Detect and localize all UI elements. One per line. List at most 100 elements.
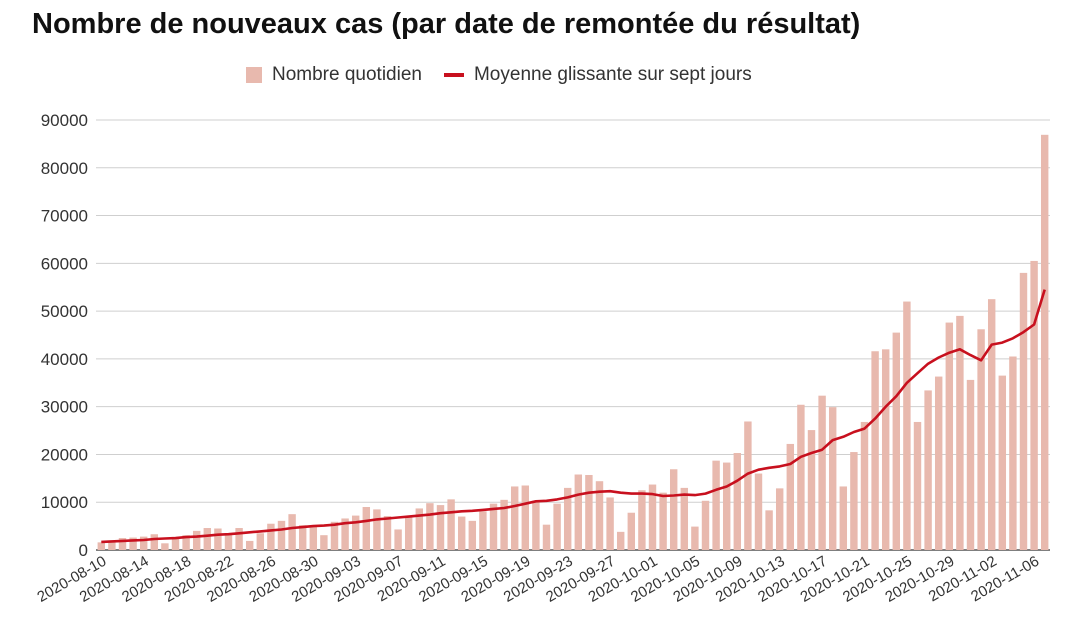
bar [860, 421, 869, 550]
bar [277, 520, 286, 550]
legend-swatch-daily [246, 67, 262, 83]
bar [966, 379, 975, 550]
bar [839, 486, 848, 550]
bar [701, 500, 710, 550]
bar [426, 503, 434, 550]
bar [500, 499, 508, 550]
line-average [101, 289, 1046, 544]
bar [1009, 356, 1017, 550]
bar [903, 301, 911, 550]
y-tick-label: 0 [79, 541, 88, 560]
y-tick-label: 90000 [41, 111, 88, 130]
bar [150, 534, 159, 550]
bar [850, 452, 858, 550]
bar [807, 430, 816, 550]
bar [404, 516, 413, 550]
bar [139, 536, 148, 550]
bar [373, 509, 381, 550]
y-axis-ticks: 0 10000 20000 30000 40000 50000 60000 70000 8000… [41, 111, 88, 560]
bar [987, 299, 996, 550]
bar [563, 487, 572, 550]
bar [797, 404, 805, 550]
bar [744, 421, 752, 550]
legend-swatch-average [443, 73, 464, 77]
bar [224, 533, 233, 550]
y-tick-label: 20000 [41, 445, 88, 464]
bar [892, 332, 901, 550]
bar [192, 530, 201, 550]
bar [998, 375, 1007, 550]
chart-title: Nombre de nouveaux cas (par date de remo… [32, 8, 861, 40]
bar [235, 528, 243, 550]
bar [786, 443, 795, 550]
average-line [101, 289, 1046, 544]
bar [171, 539, 180, 550]
bar [871, 351, 879, 550]
legend-label-daily: Nombre quotidien [272, 64, 422, 85]
bar [616, 531, 625, 550]
bar [457, 516, 466, 550]
bar [574, 474, 583, 550]
bar [383, 516, 392, 550]
y-tick-label: 70000 [41, 207, 88, 226]
bar [595, 481, 604, 550]
bar [97, 542, 106, 550]
y-tick-label: 50000 [41, 302, 88, 321]
chart-legend: Nombre quotidien Moyenne glissante sur s… [246, 62, 774, 88]
bar [542, 524, 551, 550]
gridlines [96, 119, 1050, 551]
bar [161, 543, 169, 550]
bar [775, 488, 784, 550]
bar [680, 487, 689, 550]
legend-label-average: Moyenne glissante sur sept jours [473, 64, 752, 85]
bar [913, 421, 922, 550]
bar [351, 515, 360, 550]
bar [267, 523, 275, 550]
bar [118, 538, 127, 550]
bar [468, 520, 477, 550]
bar [712, 460, 720, 550]
bar [479, 511, 487, 550]
bar [818, 395, 826, 550]
bar [945, 322, 954, 550]
bar [256, 533, 265, 550]
legend-item-daily: Nombre quotidien [246, 64, 422, 86]
y-tick-label: 30000 [41, 398, 88, 417]
bar [298, 525, 307, 550]
bar [585, 474, 593, 550]
bar [330, 521, 339, 550]
y-tick-label: 60000 [41, 254, 88, 273]
bar [638, 490, 646, 550]
bar [1040, 134, 1049, 551]
bar [754, 473, 763, 550]
bar [828, 407, 837, 550]
bar [553, 503, 561, 550]
bar [532, 500, 540, 550]
bar [722, 462, 731, 550]
bar [691, 526, 699, 550]
bar [288, 514, 296, 550]
bar [881, 349, 890, 550]
bar [627, 512, 636, 550]
bar [309, 526, 318, 550]
bars-daily [97, 134, 1049, 551]
bar [447, 499, 455, 550]
bar [203, 528, 212, 550]
bar [669, 469, 678, 550]
bar [320, 535, 328, 550]
y-tick-label: 40000 [41, 350, 88, 369]
bar [245, 540, 254, 550]
bar [214, 528, 222, 550]
bar [659, 492, 667, 550]
bar [977, 329, 985, 550]
bar [510, 486, 519, 550]
bar [934, 376, 943, 550]
bar [489, 503, 498, 550]
bar [362, 507, 371, 550]
x-axis-ticks: 2020-08-102020-08-142020-08-182020-08-22… [34, 553, 1042, 606]
legend-item-average: Moyenne glissante sur sept jours [443, 64, 752, 86]
bar [521, 485, 530, 550]
bar [924, 390, 932, 550]
bar [606, 497, 614, 550]
bar [108, 540, 116, 550]
